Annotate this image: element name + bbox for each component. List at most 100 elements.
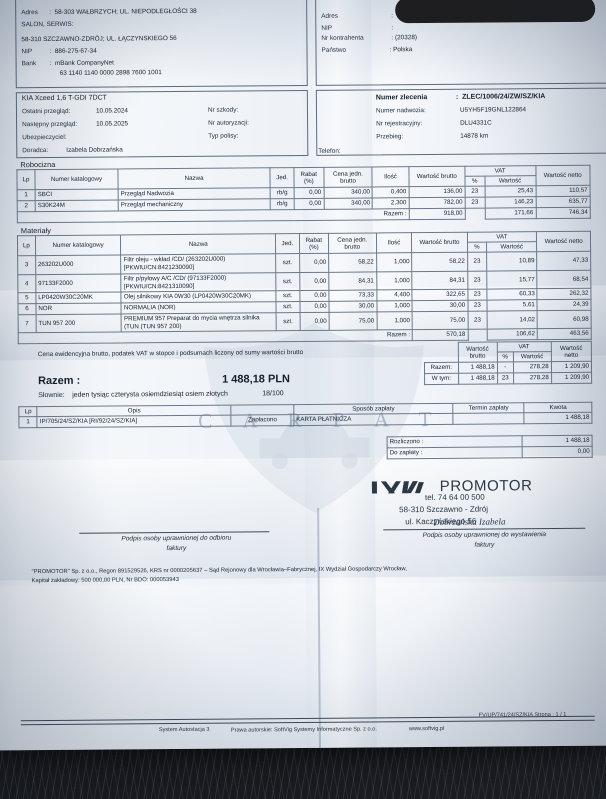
summary-total-label: Razem : bbox=[38, 374, 81, 388]
item-discount: 0,00 bbox=[294, 187, 324, 199]
pay-col-status bbox=[230, 404, 294, 416]
item-gross: 84,31 bbox=[412, 270, 468, 290]
signature-caption-left-line1: Podpis osoby uprawnionej do odbioru bbox=[121, 534, 232, 543]
pay-col-amount: Kwota bbox=[524, 402, 592, 413]
col-unit-price: Cena jedn. brutto bbox=[328, 232, 377, 254]
authorization-no-label: Nr autoryzacji: bbox=[208, 119, 249, 127]
phone-label: Telefon: bbox=[318, 147, 341, 155]
item-gross: 30,00 bbox=[412, 300, 468, 312]
signature-caption-left-line2: faktury bbox=[166, 544, 187, 553]
signature-caption-right-line2: faktury bbox=[474, 541, 495, 549]
payment-status: Zapłacono bbox=[231, 414, 294, 426]
item-qty: 0,400 bbox=[372, 186, 409, 198]
vat-col-net: Wartość netto bbox=[550, 341, 592, 362]
item-lp: 2 bbox=[17, 200, 36, 212]
item-vat-pct: 23 bbox=[464, 186, 485, 198]
item-net: 60,98 bbox=[537, 310, 592, 329]
col-vat-group: VAT bbox=[467, 231, 537, 243]
summary-words-value: jeden tysiąc czterysta osiemdziesiąt osi… bbox=[72, 390, 228, 399]
pay-col-lp: Lp bbox=[18, 406, 38, 417]
item-vat-value: 146,23 bbox=[484, 196, 536, 208]
item-unit: rb/g bbox=[270, 187, 295, 199]
order-no-value: : ZLEC/1006/24/ZW/SZ/KIA bbox=[455, 93, 546, 101]
item-catalog: 97133F2000 bbox=[35, 273, 122, 293]
labour-total-gross: 918,00 bbox=[408, 207, 466, 220]
col-qty: Ilość bbox=[375, 232, 412, 254]
labour-table: Lp Numer katalogowy Nazwa Jed. Rabat (%)… bbox=[16, 165, 591, 223]
col-discount: Rabat (%) bbox=[299, 233, 329, 254]
col-lp: Lp bbox=[16, 169, 36, 191]
buyer-address-label: Adres bbox=[321, 12, 338, 20]
item-lp: 7 bbox=[18, 314, 36, 334]
damage-no-label: Nr szkody: bbox=[207, 106, 239, 114]
seller-nip-label: NIP bbox=[21, 48, 33, 56]
invoice-paper-sheet: C A R P A T ...TOR Sp. z o.o. Adres : 58… bbox=[0, 0, 606, 751]
col-vat-group: VAT bbox=[464, 165, 536, 177]
seller-address-value: : 58-303 WAŁBRZYCH; UL. NIEPODLEGŁOŚCI 3… bbox=[49, 7, 197, 17]
item-unit: szt. bbox=[276, 301, 300, 313]
payment-method: KARTA PŁATNICZA bbox=[293, 413, 454, 426]
stamp-phone: tel. 74 64 00 500 bbox=[424, 492, 485, 503]
item-catalog: SBCI bbox=[35, 189, 119, 201]
mileage-label: Przebieg: bbox=[376, 133, 404, 141]
vehicle-model: KIA Xceed 1,6 T-GDI 7DCT bbox=[21, 94, 107, 103]
col-discount: Rabat (%) bbox=[293, 167, 324, 188]
buyer-contractor-value: : (20328) bbox=[391, 34, 418, 42]
buyer-name-redaction-bar bbox=[395, 0, 596, 24]
buyer-country-label: Państwo bbox=[321, 46, 347, 54]
seller-nip-value: : 886-275-67-34 bbox=[49, 47, 97, 56]
buyer-nip-value: : bbox=[391, 24, 394, 32]
item-vat-pct: 23 bbox=[467, 289, 488, 301]
handwritten-signature: Dobrzańska Izabela bbox=[433, 516, 506, 528]
settlement-table: Rozliczono : 1 488,18 Do zapłaty : 0,00 bbox=[387, 435, 593, 459]
col-net: Wartość netto bbox=[535, 165, 591, 186]
item-discount: 0,00 bbox=[299, 312, 330, 331]
col-unit: Jed. bbox=[275, 233, 300, 254]
due-label: Do zapłaty : bbox=[387, 446, 523, 459]
seller-branch-value: 58-310 SZCZAWNO-ZDRÓJ; UL. ŁĄCZYNSKIEGO … bbox=[21, 35, 177, 44]
kia-logo bbox=[371, 481, 424, 494]
plate-label: Nr rejestracyjny: bbox=[376, 120, 423, 128]
pay-col-due-date: Termin zapłaty bbox=[452, 402, 525, 414]
item-discount: 0,00 bbox=[294, 198, 324, 210]
summary-words-label: Słownie: bbox=[38, 391, 65, 400]
item-unit: rb/g bbox=[270, 198, 295, 210]
order-no-label: Numer zlecenia bbox=[375, 94, 428, 102]
advisor-value: Izabela Dobrzańska bbox=[66, 146, 123, 154]
payment-amount: 1 488,18 bbox=[524, 412, 592, 424]
item-unit-price: 58,22 bbox=[328, 253, 377, 273]
item-catalog: NOR bbox=[35, 302, 122, 315]
item-unit-price: 84,31 bbox=[328, 271, 377, 291]
vat-summary-table: Wartość brutto VAT Wartość netto % Warto… bbox=[424, 341, 592, 385]
item-unit-price: 340,00 bbox=[323, 187, 373, 199]
buyer-address-value: : bbox=[391, 12, 394, 20]
item-gross: 322,65 bbox=[412, 289, 468, 301]
item-vat-pct: 23 bbox=[464, 197, 485, 208]
vat-row-pct: - bbox=[497, 362, 514, 373]
item-catalog: 263202U000 bbox=[35, 255, 122, 275]
policy-type-label: Typ polisy: bbox=[208, 132, 239, 140]
materials-rows: 3 263202U000 Filtr oleju - wkład /CD/ (263… bbox=[17, 251, 592, 334]
materials-total-net: 463,56 bbox=[537, 328, 592, 340]
seller-bank-account: 63 1140 1140 0000 2898 7600 1001 bbox=[59, 69, 162, 77]
item-vat-pct: 23 bbox=[467, 300, 488, 311]
vat-row-net: 1 209,90 bbox=[551, 372, 592, 384]
vat-col-value: Wartość bbox=[513, 351, 552, 363]
col-catalog: Numer katalogowy bbox=[35, 234, 122, 256]
payment-description: IP/705/24/SZ/KIA [RI/92/24/SZ/KIA] bbox=[37, 415, 232, 428]
item-name: PREMIUM 957 Preparat do mycia wnętrza si… bbox=[121, 312, 277, 333]
item-net: 635,77 bbox=[535, 196, 591, 208]
item-net: 110,57 bbox=[535, 185, 591, 197]
website-link[interactable]: www.softvig.pl bbox=[408, 725, 445, 733]
vat-row-net: 1 209,90 bbox=[551, 361, 592, 373]
col-vat-value: Wartość bbox=[486, 241, 537, 253]
vat-col-pct: % bbox=[497, 351, 514, 363]
labour-total-vat: 171,66 bbox=[484, 207, 536, 219]
vat-summary-rows: Razem: 1 488,18-278,28 1 209,90 W tym: 1 488… bbox=[424, 361, 592, 385]
item-vat-pct: 23 bbox=[467, 252, 487, 271]
item-net: 262,32 bbox=[537, 288, 591, 300]
col-qty: Ilość bbox=[372, 166, 409, 188]
next-service-label: Następny przegląd: bbox=[22, 120, 78, 129]
item-unit: szt. bbox=[276, 312, 300, 331]
stamp-city: 58-310 Szczawno - Zdrój bbox=[399, 504, 489, 515]
